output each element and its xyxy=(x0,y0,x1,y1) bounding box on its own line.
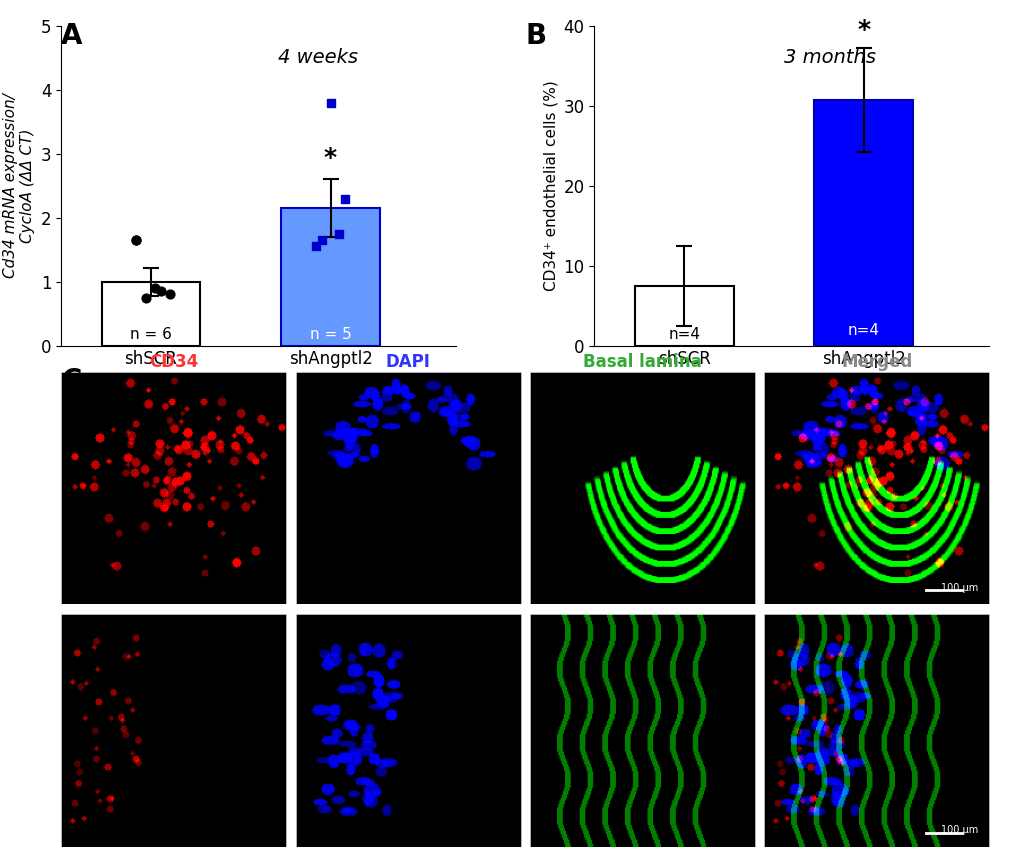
Text: n=4: n=4 xyxy=(847,322,878,338)
Title: CD34: CD34 xyxy=(149,353,199,372)
Text: 100 μm: 100 μm xyxy=(940,583,977,593)
Bar xyxy=(634,286,733,346)
Y-axis label: shSCR: shSCR xyxy=(42,706,56,755)
Text: 4 weeks: 4 weeks xyxy=(278,48,358,67)
Text: *: * xyxy=(856,18,869,42)
Point xyxy=(153,284,169,298)
Text: n = 5: n = 5 xyxy=(310,327,351,342)
Point xyxy=(313,233,329,247)
Text: 3 months: 3 months xyxy=(784,48,875,67)
Y-axis label: Cd34 mRNA expression/
CycloA (ΔΔ CT): Cd34 mRNA expression/ CycloA (ΔΔ CT) xyxy=(3,93,36,278)
Point xyxy=(322,96,338,110)
Text: A: A xyxy=(61,22,83,49)
Bar xyxy=(102,282,200,346)
Point xyxy=(127,233,144,247)
Y-axis label: CD34⁺ endothelial cells (%): CD34⁺ endothelial cells (%) xyxy=(542,80,557,291)
Text: B: B xyxy=(525,22,546,49)
Title: Merged: Merged xyxy=(841,353,911,372)
Text: *: * xyxy=(324,146,336,170)
Point xyxy=(308,239,324,253)
Bar xyxy=(281,208,379,346)
Point xyxy=(336,192,353,206)
Title: DAPI: DAPI xyxy=(385,353,430,372)
Bar xyxy=(813,100,912,346)
Text: n = 6: n = 6 xyxy=(129,327,172,342)
Title: Basal lamina: Basal lamina xyxy=(583,353,701,372)
Point xyxy=(127,233,144,247)
Text: n=4: n=4 xyxy=(667,327,699,341)
Y-axis label: shAngptl2: shAngptl2 xyxy=(42,448,56,528)
Point xyxy=(331,227,347,241)
Point xyxy=(147,281,163,295)
Point xyxy=(162,288,178,302)
Text: 100 μm: 100 μm xyxy=(940,825,977,835)
Point xyxy=(138,290,154,305)
Text: C: C xyxy=(61,367,82,395)
